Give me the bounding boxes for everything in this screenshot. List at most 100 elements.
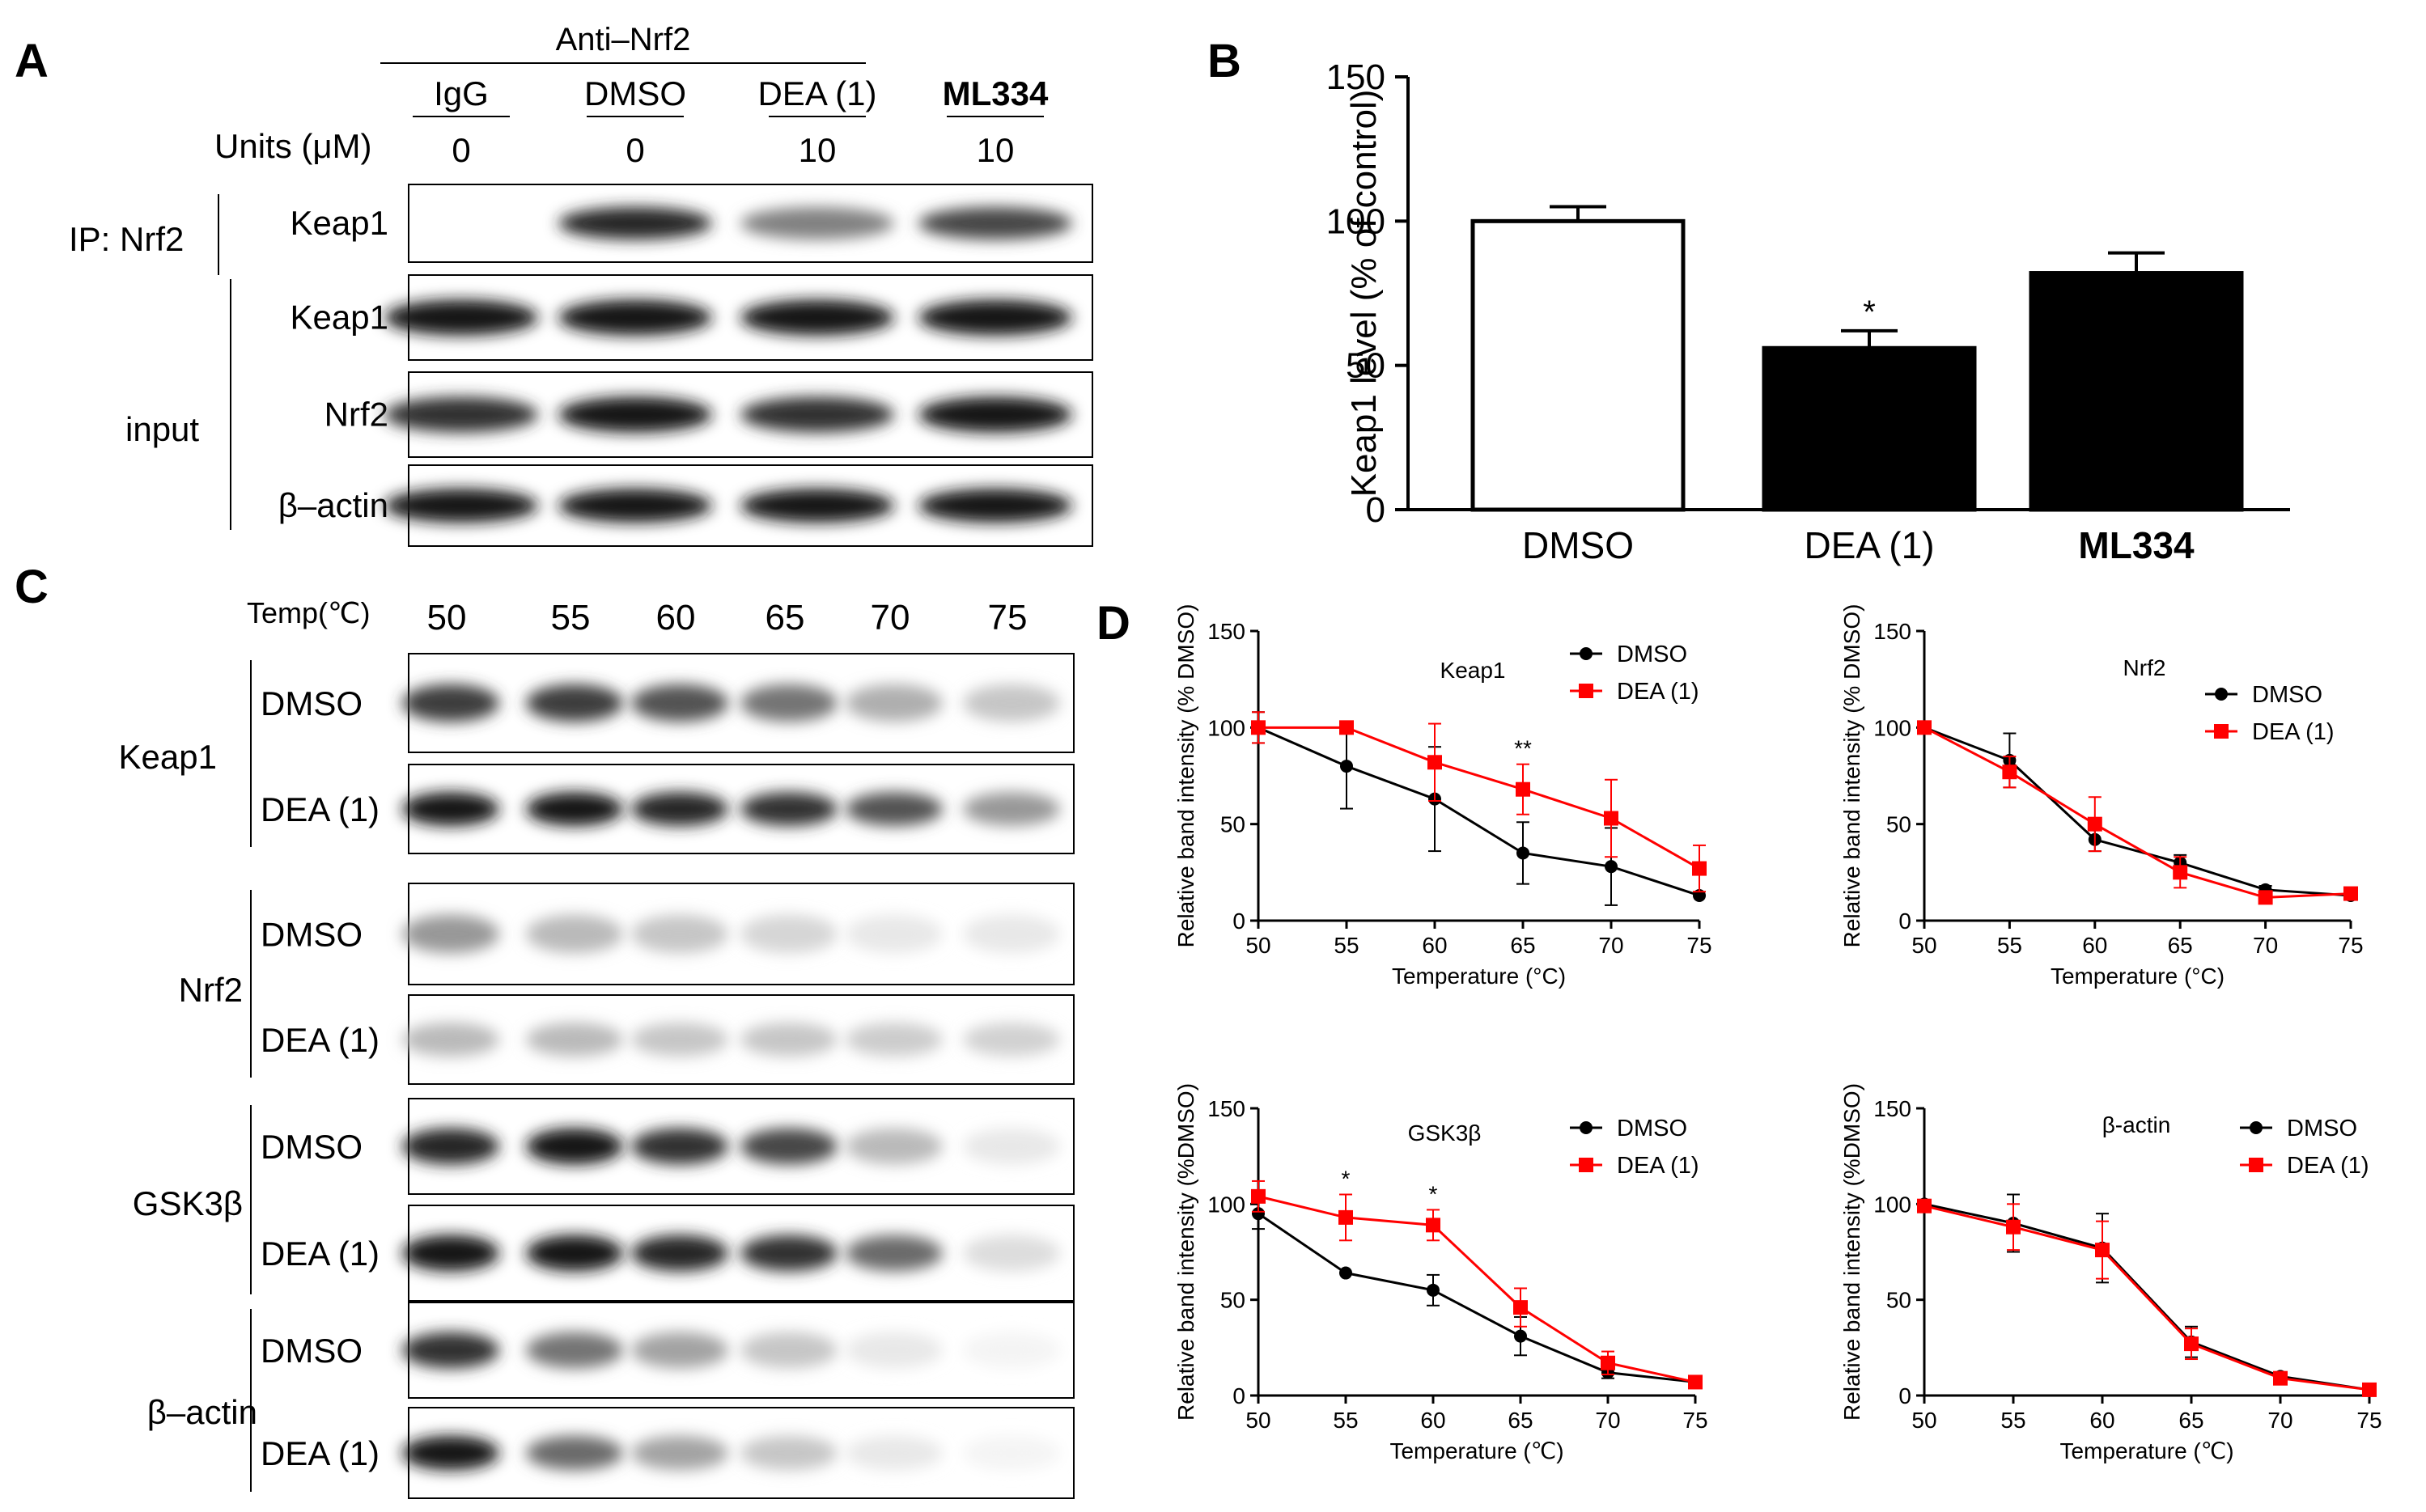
band bbox=[526, 684, 623, 722]
band bbox=[846, 1128, 943, 1165]
band bbox=[526, 1435, 623, 1471]
legend-marker bbox=[1580, 647, 1593, 660]
band bbox=[740, 1128, 838, 1165]
legend-label: DMSO bbox=[1617, 642, 1687, 667]
band bbox=[631, 792, 728, 826]
data-point bbox=[2343, 886, 2358, 901]
band bbox=[740, 206, 894, 240]
y-tick-label: 150 bbox=[1326, 57, 1385, 97]
data-point bbox=[1427, 1283, 1440, 1297]
legend-marker bbox=[2214, 724, 2229, 739]
legend-marker bbox=[2215, 688, 2228, 701]
band bbox=[846, 1023, 943, 1057]
x-tick-label: 65 bbox=[2178, 1408, 2203, 1433]
y-tick-label: 150 bbox=[1873, 619, 1911, 644]
legend-label: DEA (1) bbox=[1617, 679, 1699, 705]
band bbox=[963, 1235, 1060, 1272]
temp-value: 60 bbox=[656, 598, 696, 637]
group-label: DEA (1) bbox=[757, 74, 876, 112]
band bbox=[740, 914, 838, 954]
temp-value: 50 bbox=[427, 598, 467, 637]
legend-marker bbox=[1579, 684, 1593, 698]
units-value: 10 bbox=[977, 131, 1015, 169]
x-axis-label: Temperature (℃) bbox=[2059, 1438, 2233, 1463]
band bbox=[963, 1128, 1060, 1165]
data-point bbox=[2362, 1382, 2377, 1397]
band bbox=[740, 1023, 838, 1057]
temp-value: 55 bbox=[551, 598, 591, 637]
condition-label: DMSO bbox=[261, 916, 363, 954]
protein-label: GSK3β bbox=[133, 1184, 243, 1222]
panel-d-letter: D bbox=[1096, 597, 1130, 650]
band bbox=[402, 914, 499, 954]
band bbox=[963, 1332, 1060, 1369]
chart-title: GSK3β bbox=[1408, 1120, 1482, 1146]
data-point bbox=[1516, 781, 1530, 797]
band bbox=[918, 396, 1072, 433]
legend-label: DEA (1) bbox=[2252, 719, 2335, 745]
data-point bbox=[1514, 1329, 1527, 1343]
data-point bbox=[2006, 1219, 2021, 1235]
x-tick-label: 55 bbox=[1334, 933, 1359, 958]
anti-nrf2-header: Anti–Nrf2 bbox=[556, 22, 691, 57]
condition-label: DMSO bbox=[261, 1332, 363, 1370]
blot-row-label: β–actin bbox=[278, 486, 388, 524]
band bbox=[402, 1435, 499, 1471]
data-point bbox=[2184, 1336, 2199, 1352]
y-axis-label: Relative band intensity (% DMSO) bbox=[1839, 604, 1864, 948]
data-point bbox=[1339, 1266, 1352, 1280]
y-axis-label: Relative band intensity (%DMSO) bbox=[1839, 1083, 1864, 1421]
data-point bbox=[1605, 860, 1618, 874]
condition-label: DEA (1) bbox=[261, 790, 380, 828]
y-tick-label: 150 bbox=[1873, 1096, 1911, 1121]
band bbox=[963, 792, 1060, 826]
y-axis-label: Relative band intensity (% DMSO) bbox=[1173, 604, 1198, 948]
units-value: 0 bbox=[626, 131, 644, 169]
group-label: IgG bbox=[434, 74, 489, 112]
condition-label: DEA (1) bbox=[261, 1235, 380, 1273]
data-point bbox=[1426, 1218, 1440, 1233]
series-line-dmso bbox=[1923, 1202, 2370, 1391]
significance-marker: * bbox=[1429, 1181, 1438, 1206]
x-axis-label: Temperature (℃) bbox=[1389, 1438, 1563, 1463]
bar-dea-1- bbox=[1762, 345, 1977, 512]
series-line-dea-1- bbox=[1258, 726, 1700, 870]
band bbox=[740, 1435, 838, 1471]
x-tick-label: 75 bbox=[1686, 933, 1711, 958]
series-line-dea-1- bbox=[1923, 726, 2352, 899]
x-tick-label: 60 bbox=[2082, 933, 2107, 958]
y-tick-label: 0 bbox=[1232, 1383, 1245, 1408]
y-tick-label: 150 bbox=[1207, 619, 1245, 644]
x-tick-label: 60 bbox=[1420, 1408, 1445, 1433]
y-tick-label: 0 bbox=[1898, 908, 1911, 934]
ip-label: IP: Nrf2 bbox=[69, 220, 184, 258]
data-point bbox=[1251, 720, 1266, 735]
legend-label: DMSO bbox=[1617, 1116, 1687, 1141]
x-tick-label: 55 bbox=[2000, 1408, 2025, 1433]
panel-c-letter: C bbox=[15, 561, 49, 613]
panel-a-letter: A bbox=[15, 35, 49, 87]
group-label: DMSO bbox=[584, 74, 686, 112]
series-line-dea-1- bbox=[1923, 1205, 2370, 1391]
legend-label: DMSO bbox=[2252, 682, 2322, 708]
band bbox=[526, 1332, 623, 1369]
band bbox=[846, 914, 943, 954]
units-label: Units (μM) bbox=[214, 127, 372, 165]
x-tick-label: 65 bbox=[2168, 933, 2193, 958]
data-point bbox=[1604, 811, 1618, 826]
band bbox=[526, 914, 623, 954]
band bbox=[963, 914, 1060, 954]
x-category-label: DMSO bbox=[1522, 524, 1634, 566]
band bbox=[963, 1435, 1060, 1471]
band bbox=[402, 792, 499, 826]
band bbox=[631, 1128, 728, 1165]
band bbox=[402, 1332, 499, 1369]
y-tick-label: 50 bbox=[1346, 346, 1385, 386]
band bbox=[846, 1435, 943, 1471]
y-tick-label: 100 bbox=[1207, 715, 1245, 740]
band bbox=[558, 489, 712, 523]
data-point bbox=[2273, 1370, 2288, 1386]
y-axis-label: Relative band intensity (%DMSO) bbox=[1173, 1083, 1198, 1421]
